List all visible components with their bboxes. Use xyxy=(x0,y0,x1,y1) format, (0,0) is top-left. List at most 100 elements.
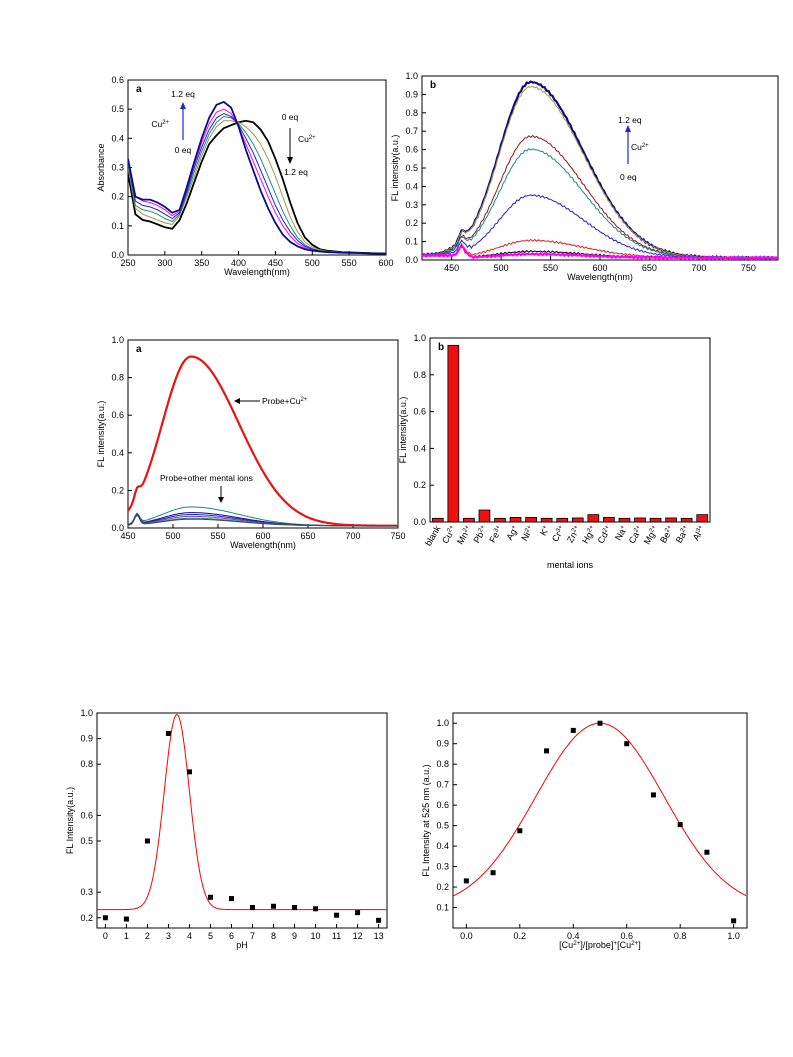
data-point xyxy=(677,822,683,828)
x-tick-label: 2 xyxy=(145,931,150,941)
y-tick-label: 0.7 xyxy=(405,126,418,136)
series-line xyxy=(128,514,398,527)
y-tick-label: 0.8 xyxy=(80,759,93,769)
y-tick-label: 0.2 xyxy=(111,485,124,495)
y-tick-label: 0.2 xyxy=(111,192,124,202)
data-point xyxy=(334,912,340,918)
plot-area xyxy=(97,714,387,911)
bar xyxy=(571,517,584,523)
x-category-label: Na+ xyxy=(612,523,629,542)
bar xyxy=(618,517,631,523)
panel-label: b xyxy=(430,80,436,91)
data-point xyxy=(731,918,737,924)
y-tick-label: 0.4 xyxy=(111,133,124,143)
y-tick-label: 0.8 xyxy=(405,108,418,118)
data-point xyxy=(207,894,213,900)
y-tick-label: 0.5 xyxy=(80,836,93,846)
x-tick-label: 0.2 xyxy=(514,931,527,941)
arrow-head xyxy=(287,157,293,164)
y-tick-label: 0.6 xyxy=(111,410,124,420)
y-tick-label: 0.3 xyxy=(405,200,418,210)
x-tick-label: 700 xyxy=(345,531,360,541)
x-tick-label: 0.4 xyxy=(567,931,580,941)
plot-area xyxy=(422,80,778,260)
x-axis-label: Wavelength(nm) xyxy=(230,540,296,550)
annotation-label: 0 eq xyxy=(620,172,637,182)
y-tick-label: 0.5 xyxy=(405,163,418,173)
bar xyxy=(603,517,615,523)
x-tick-label: 1 xyxy=(124,931,129,941)
x-category-label: Mg2+ xyxy=(641,523,660,546)
annotation-label: Cu2+ xyxy=(298,134,316,144)
x-tick-label: 250 xyxy=(120,258,135,268)
chart-uv-absorption: 0.0 0.1 0.2 0.3 0.4 0.5 0.6 Absorbance 250 300 350… xyxy=(96,75,394,277)
data-point xyxy=(355,910,361,916)
x-category-label: Pb2+ xyxy=(471,523,489,544)
annotation-label: 0 eq xyxy=(282,112,299,122)
bar xyxy=(680,517,693,523)
data-point xyxy=(650,792,656,798)
x-tick-label: 8 xyxy=(271,931,276,941)
x-axis-label: Wavelength(nm) xyxy=(567,272,633,282)
y-tick-label: 0.6 xyxy=(413,407,426,417)
x-category-label: K+ xyxy=(537,523,551,537)
x-category-label: blank xyxy=(423,524,443,548)
bar xyxy=(494,517,506,523)
bar xyxy=(556,517,569,523)
bar xyxy=(447,344,460,523)
x-tick-label: 500 xyxy=(305,258,320,268)
annotation-label: 1.2 eq xyxy=(618,115,642,125)
chart-ph-effect: 0.2 0.3 0.5 0.6 0.8 0.9 1.0 FL Intensity(a.u.) 0… xyxy=(65,708,388,950)
y-tick-label: 0.4 xyxy=(436,841,449,851)
x-category-label: Al3+ xyxy=(690,523,707,542)
y-axis-label: FL Intensity at 525 nm (a.u.) xyxy=(421,764,431,876)
data-point xyxy=(228,896,234,902)
series-line xyxy=(128,100,386,255)
y-tick-label: 0.2 xyxy=(405,218,418,228)
x-tick-label: 1.0 xyxy=(727,931,740,941)
data-point xyxy=(570,727,576,733)
x-axis-label: Wavelength(nm) xyxy=(224,267,290,277)
bar xyxy=(587,514,600,523)
y-tick-label: 0.6 xyxy=(80,810,93,820)
plot-frame xyxy=(452,712,748,929)
x-tick-label: 0 xyxy=(103,931,108,941)
x-tick-label: 450 xyxy=(268,258,283,268)
y-axis-label: FL Intensity(a.u.) xyxy=(65,787,75,854)
y-tick-label: 0.9 xyxy=(80,734,93,744)
bar xyxy=(525,517,537,523)
y-tick-label: 0.8 xyxy=(111,373,124,383)
bar xyxy=(478,509,491,523)
x-tick-label: 650 xyxy=(300,531,315,541)
x-category-label: Cu2+ xyxy=(440,523,459,545)
x-tick-label: 12 xyxy=(353,931,363,941)
x-tick-label: 550 xyxy=(210,531,225,541)
x-tick-label: 9 xyxy=(292,931,297,941)
x-tick-label: 600 xyxy=(592,263,607,273)
plot-area xyxy=(453,722,747,897)
x-tick-label: 650 xyxy=(642,263,657,273)
series-line xyxy=(128,112,386,254)
series-line xyxy=(128,355,398,527)
y-tick-label: 0.3 xyxy=(111,163,124,173)
data-point xyxy=(123,916,129,922)
plot-frame xyxy=(127,339,399,529)
series-line xyxy=(422,194,778,260)
x-tick-label: 750 xyxy=(741,263,756,273)
data-point xyxy=(490,870,496,876)
arrow-head xyxy=(180,102,186,109)
y-tick-label: 0.0 xyxy=(111,250,124,260)
y-tick-label: 0.7 xyxy=(436,780,449,790)
y-axis-label: FL intensity(a.u.) xyxy=(96,401,106,468)
bar xyxy=(463,517,475,523)
x-tick-label: 600 xyxy=(255,531,270,541)
x-tick-label: 0.8 xyxy=(674,931,687,941)
x-tick-label: 11 xyxy=(332,931,341,941)
data-point xyxy=(376,917,382,923)
y-tick-label: 0.6 xyxy=(111,75,124,85)
x-tick-label: 4 xyxy=(187,931,192,941)
data-point xyxy=(517,828,523,834)
x-category-label: Ag+ xyxy=(504,523,521,541)
x-category-label: Mn2+ xyxy=(455,523,474,546)
